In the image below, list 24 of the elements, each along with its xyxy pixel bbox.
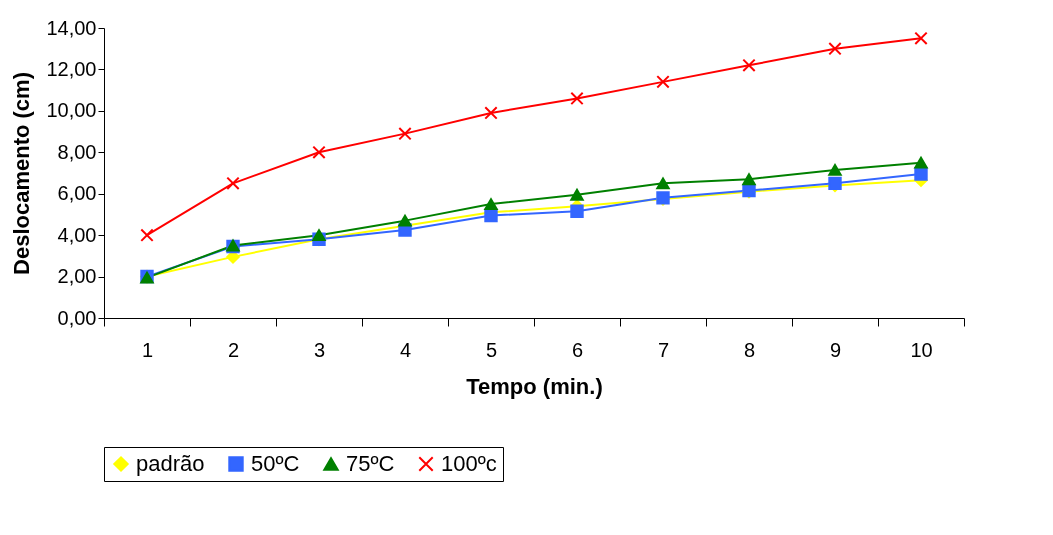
x-tick-label: 10 [910,338,933,361]
x-tick-label: 8 [743,338,756,361]
legend-label: padrão [136,451,205,476]
x-tick-label: 5 [485,338,498,361]
legend-label: 100ºc [441,451,497,476]
y-tick-label: 4,00 [57,223,97,246]
legend-label: 75ºC [346,451,395,476]
x-tick-label: 6 [571,338,584,361]
x-tick-label: 3 [313,338,326,361]
x-tick-label: 9 [829,338,842,361]
y-tick-label: 14,00 [46,16,97,39]
y-tick-label: 10,00 [46,99,97,122]
x-tick-label: 1 [141,338,154,361]
x-tick-label: 7 [657,338,670,361]
x-axis-title: Tempo (min.) [466,373,603,399]
legend-label: 50ºC [251,451,300,476]
y-tick-label: 6,00 [57,182,97,205]
y-tick-label: 8,00 [57,140,97,163]
y-tick-label: 0,00 [57,306,97,329]
x-tick-label: 2 [227,338,240,361]
y-tick-label: 2,00 [57,265,97,288]
y-axis-title: Deslocamento (cm) [9,72,35,275]
x-tick-label: 4 [399,338,412,361]
y-tick-label: 12,00 [46,57,97,80]
